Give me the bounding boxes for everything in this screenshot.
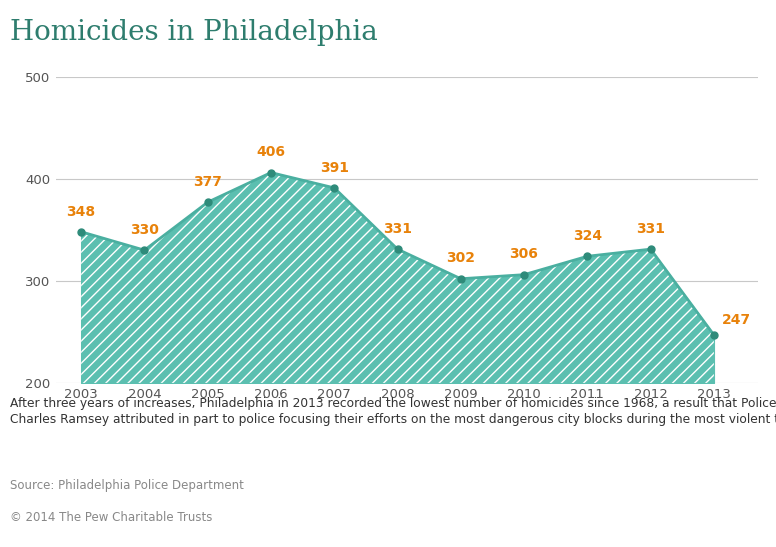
Text: 306: 306	[510, 247, 539, 261]
Text: 391: 391	[320, 161, 348, 174]
Text: Charles Ramsey attributed in part to police focusing their efforts on the most d: Charles Ramsey attributed in part to pol…	[10, 413, 776, 426]
Text: 330: 330	[130, 223, 159, 237]
Text: 324: 324	[573, 229, 602, 243]
Text: 348: 348	[67, 205, 95, 218]
Text: 377: 377	[193, 175, 222, 189]
Text: 406: 406	[257, 146, 286, 159]
Text: Homicides in Philadelphia: Homicides in Philadelphia	[10, 19, 378, 46]
Text: 331: 331	[383, 222, 412, 236]
Text: © 2014 The Pew Charitable Trusts: © 2014 The Pew Charitable Trusts	[10, 511, 213, 525]
Text: 302: 302	[446, 252, 475, 265]
Text: After three years of increases, Philadelphia in 2013 recorded the lowest number : After three years of increases, Philadel…	[10, 397, 776, 410]
Text: 331: 331	[636, 222, 665, 236]
Text: 247: 247	[722, 313, 750, 327]
Text: Source: Philadelphia Police Department: Source: Philadelphia Police Department	[10, 479, 244, 492]
